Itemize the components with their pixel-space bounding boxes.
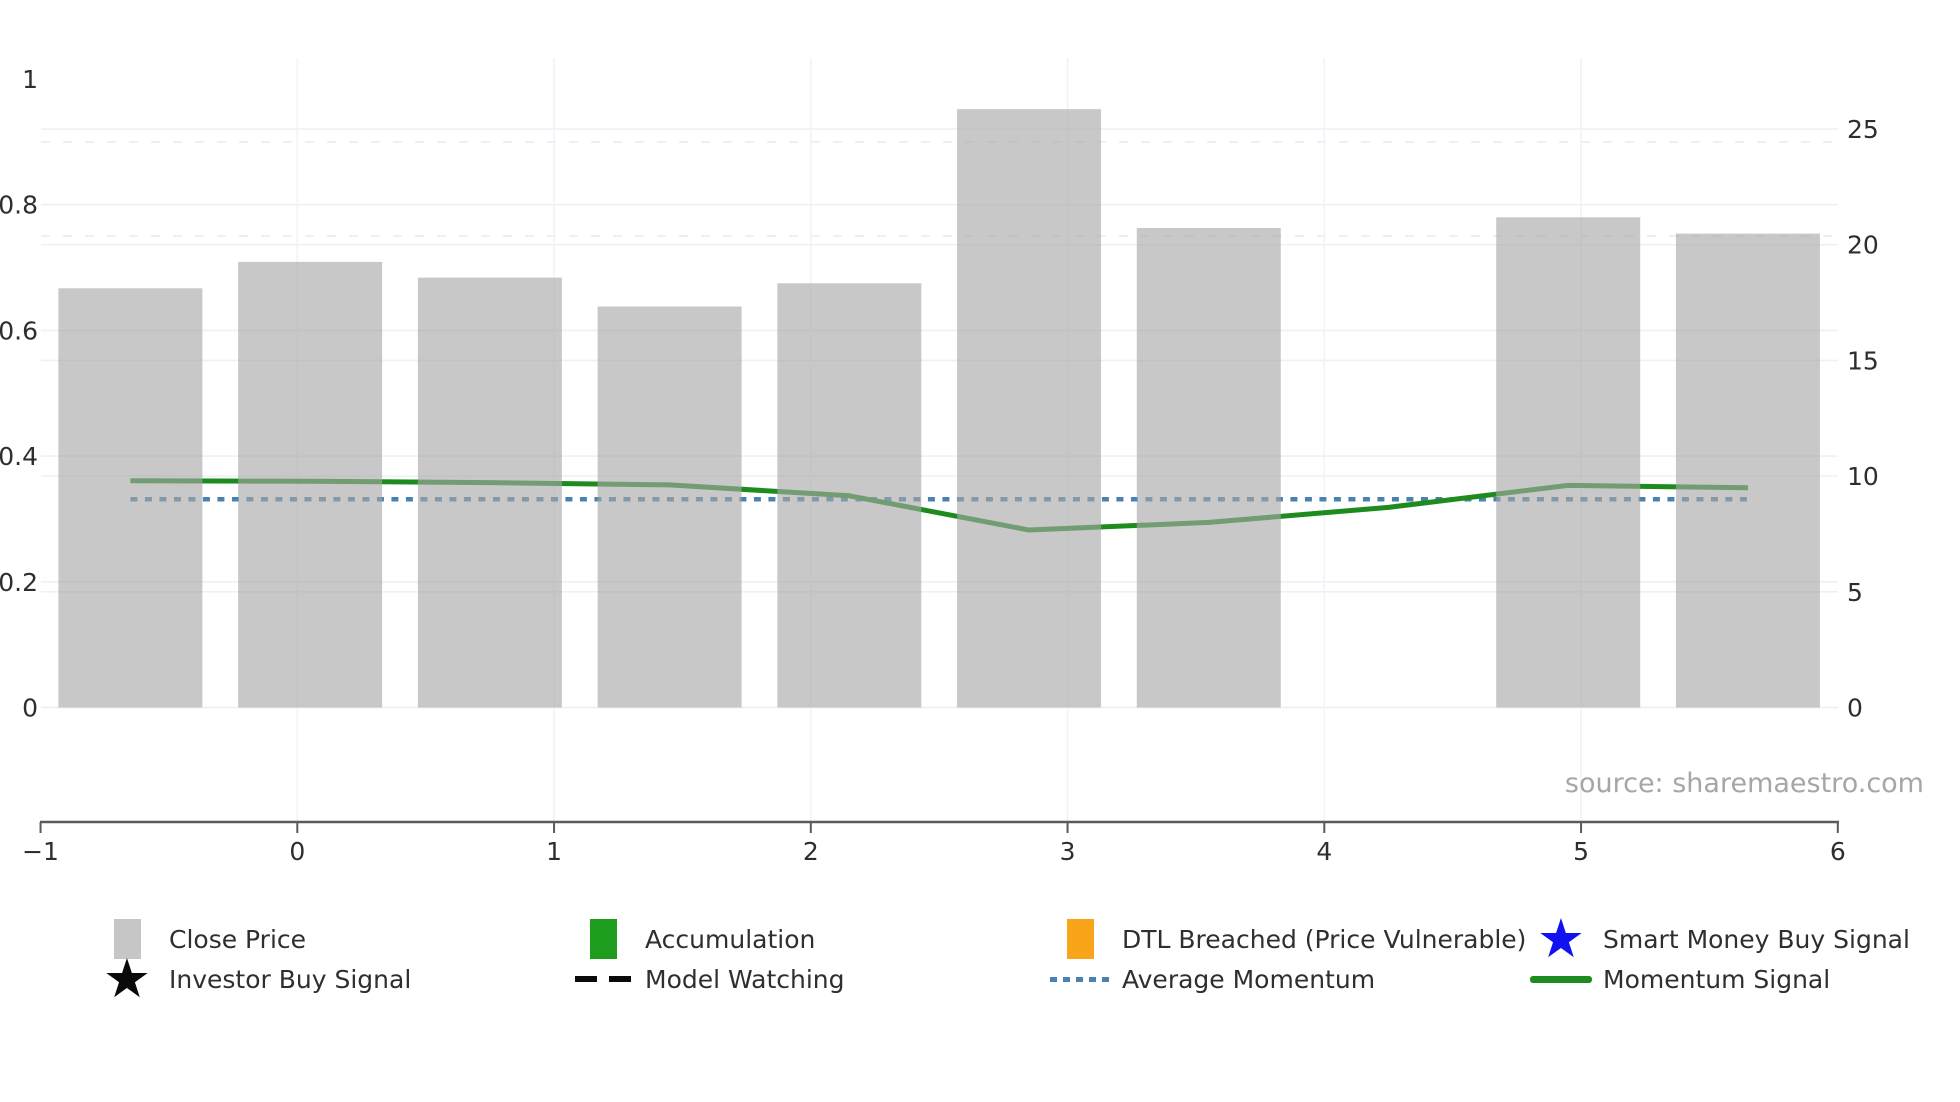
close-price-bar — [417, 277, 562, 708]
left-axis-tick-label: 0.4 — [0, 442, 38, 471]
x-tick-label: 5 — [1573, 837, 1589, 866]
left-axis-tick-label: 0.8 — [0, 191, 38, 220]
right-axis-tick-label: 25 — [1847, 115, 1879, 144]
left-axis-tick-label: 0.2 — [0, 568, 38, 597]
x-tick-label: 4 — [1316, 837, 1332, 866]
x-tick-label: 6 — [1830, 837, 1846, 866]
right-axis-tick-label: 5 — [1847, 578, 1863, 607]
right-axis-tick-label: 0 — [1847, 694, 1863, 723]
close-price-bar — [957, 109, 1102, 708]
close-price-bar — [58, 288, 203, 708]
right-axis-tick-label: 20 — [1847, 231, 1879, 260]
left-axis-tick-label: 0 — [22, 694, 38, 723]
close-price-bar — [1496, 217, 1641, 708]
right-axis-tick-label: 10 — [1847, 462, 1879, 491]
x-tick-label: 3 — [1060, 837, 1076, 866]
close-price-bar — [1675, 233, 1820, 708]
close-price-bar — [238, 261, 383, 708]
left-axis-tick-label: 1 — [22, 65, 38, 94]
left-axis-tick-label: 0.6 — [0, 316, 38, 345]
x-tick-label: 2 — [803, 837, 819, 866]
close-price-bar — [777, 283, 922, 708]
x-tick-label: −1 — [22, 837, 59, 866]
right-axis-tick-label: 15 — [1847, 346, 1879, 375]
source-credit: source: sharemaestro.com — [1564, 768, 1924, 799]
momentum-signal-line — [130, 478, 1748, 533]
x-tick-label: 0 — [289, 837, 305, 866]
close-price-bar — [1136, 227, 1281, 708]
x-tick-label: 1 — [546, 837, 562, 866]
close-price-bar — [597, 306, 742, 708]
